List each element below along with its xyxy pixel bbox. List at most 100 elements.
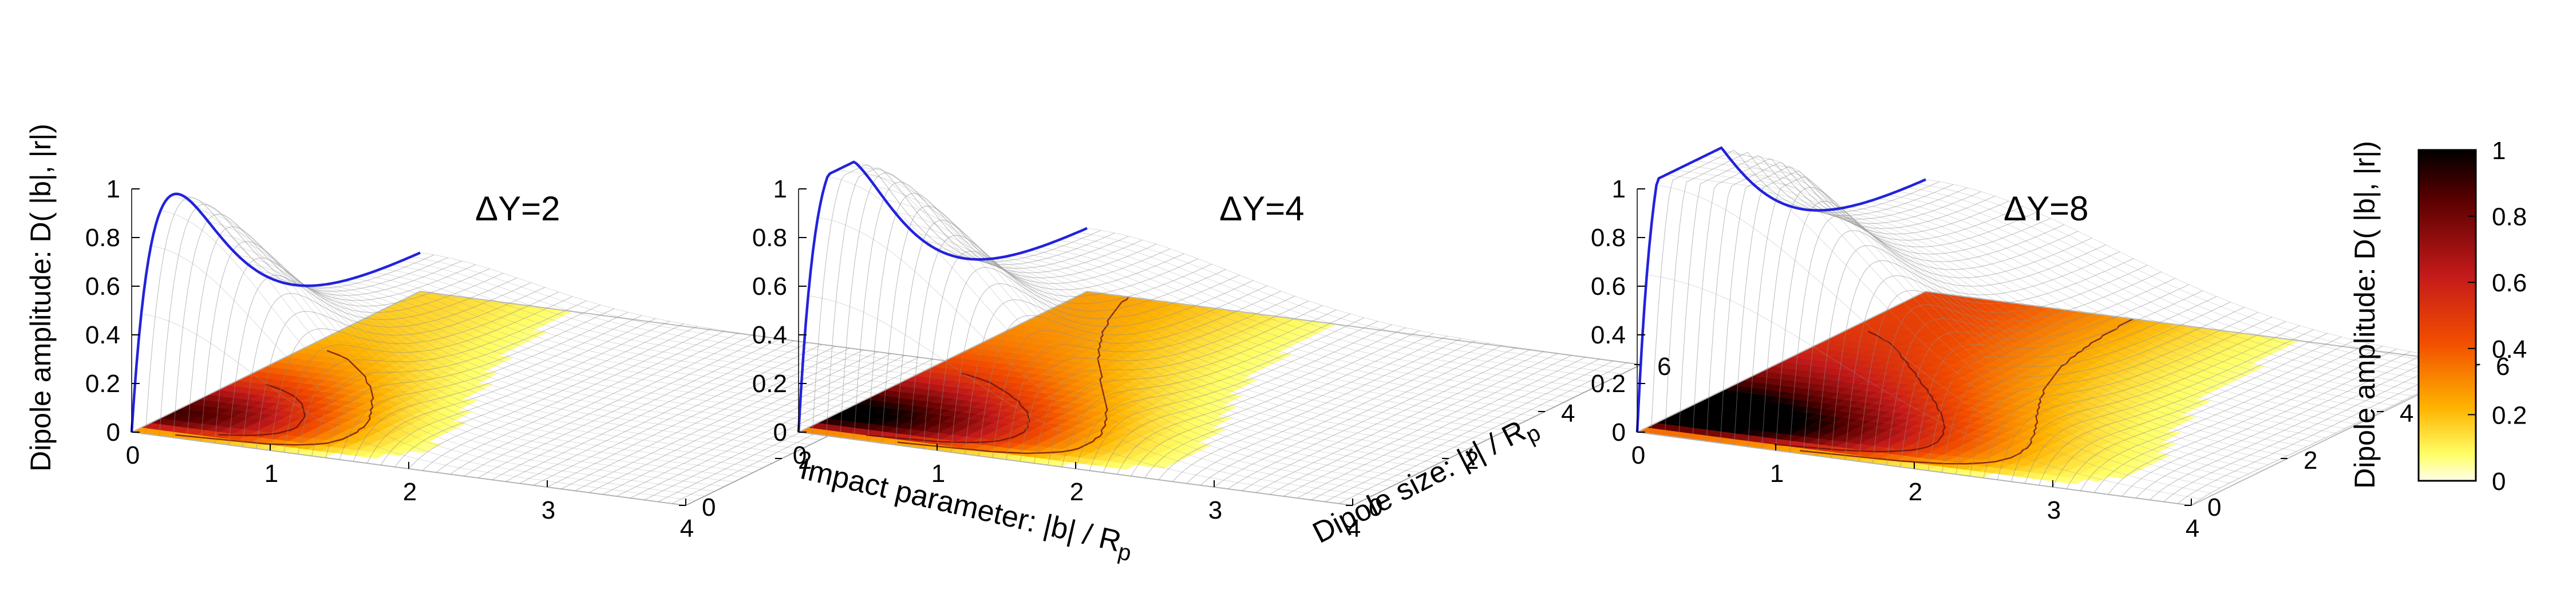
contour-line: [175, 350, 374, 446]
x-tick-label: 1: [264, 460, 278, 488]
surface-line: [173, 213, 462, 438]
x-axis-ticks: 0 1 2 3 4: [126, 425, 694, 543]
surface-line: [981, 259, 1536, 417]
surface-line: [343, 280, 898, 402]
surface-line: [1352, 364, 1642, 506]
panel-title: ΔY=2: [475, 189, 560, 228]
surface-line: [477, 337, 767, 479]
surface-line: [401, 260, 955, 374]
surface-line: [1020, 300, 1309, 462]
surface-line: [588, 351, 878, 493]
y-tick-label: 0: [2207, 493, 2221, 521]
surface-line: [1077, 232, 1632, 370]
surface-line: [266, 276, 821, 440]
surface-line: [1033, 305, 1323, 464]
z-tick-label: 0.8: [1591, 224, 1626, 252]
surface-line: [1144, 333, 1434, 479]
surface-line: [1200, 342, 1490, 486]
surface-line: [1214, 345, 1503, 488]
y-tick-label: 4: [1561, 400, 1575, 428]
z-axis-ticks: 0 0.2 0.4 0.6 0.8 1: [1591, 175, 1645, 446]
surface-line: [909, 235, 1198, 447]
dipole-profile-curve: [797, 160, 1088, 433]
z-tick-label: 0.4: [752, 321, 787, 349]
surface-line: [840, 172, 1129, 438]
surface-line: [381, 268, 936, 384]
z-tick-label: 0.2: [1591, 370, 1626, 398]
panel-title: ΔY=8: [2004, 189, 2089, 228]
x-tick-label: 2: [1909, 478, 1922, 506]
surface-line: [942, 252, 1498, 436]
x-tick-label: 4: [680, 515, 694, 543]
surface-line: [366, 318, 656, 464]
y-tick-label: 0: [1369, 493, 1382, 521]
surface-line: [381, 321, 670, 465]
surface-line: [285, 283, 840, 431]
surface-line: [964, 280, 1254, 454]
z-tick-label: 0.4: [1591, 321, 1626, 349]
z-tick-label: 1: [773, 175, 787, 203]
surface-line: [218, 234, 773, 464]
colorbar-label: Dipole amplitude: D( |b|, |r|): [2349, 141, 2381, 489]
surface-line: [817, 217, 1372, 496]
surface-line: [866, 173, 1420, 473]
surface-line: [1068, 236, 1622, 374]
surface-line: [1158, 335, 1448, 480]
surface-line: [436, 330, 725, 473]
z-tick-label: 0.2: [85, 370, 120, 398]
surface-line: [247, 263, 801, 449]
surface-line: [1086, 228, 1642, 365]
surface-line: [491, 338, 781, 480]
surface-line: [644, 358, 933, 500]
surface-line: [283, 296, 573, 453]
surface-line: [362, 275, 917, 393]
surface-line: [1020, 253, 1574, 398]
surface-line: [533, 344, 823, 486]
dipole-profile-curve: [130, 192, 421, 433]
panel-title: ΔY=4: [1219, 189, 1305, 228]
surface-line: [952, 255, 1507, 431]
surface-line: [1186, 340, 1475, 484]
surface-line: [867, 193, 1157, 442]
surface-line: [422, 328, 712, 471]
surface-line: [1338, 362, 1628, 504]
z-tick-label: 0.8: [85, 224, 120, 252]
surface-line: [275, 280, 831, 436]
surface-line: [1103, 324, 1392, 473]
colorbar-tick-label: 0.6: [2492, 269, 2527, 297]
surface-line: [1297, 357, 1586, 499]
surface-line: [894, 212, 1449, 459]
surface-line: [978, 285, 1267, 456]
surface-line: [827, 176, 1382, 492]
surface-line: [187, 226, 476, 440]
surface-line: [971, 259, 1526, 421]
surface-line: [1242, 349, 1531, 491]
contour-line: [218, 383, 306, 437]
surface-line: [242, 282, 531, 447]
heatmap-floor: [797, 291, 1642, 506]
y-tick-label: 2: [2304, 446, 2317, 475]
surface-line: [339, 311, 629, 460]
surface-line: [408, 326, 698, 469]
x-tick-label: 3: [542, 496, 555, 524]
surface-line: [1227, 347, 1517, 489]
surface-line: [179, 194, 734, 483]
surface-line: [602, 353, 892, 495]
colorbar-tick-label: 0.4: [2492, 335, 2527, 363]
z-axis-ticks: 0 0.2 0.4 0.6 0.8 1: [752, 175, 807, 446]
z-tick-label: 1: [1612, 175, 1626, 203]
surface-line: [141, 314, 696, 501]
z-tick-label: 0.2: [752, 370, 787, 398]
surface-line: [992, 291, 1282, 458]
surface-line: [391, 264, 946, 379]
surface-wireframe: [798, 162, 1642, 506]
surface-line: [228, 275, 517, 445]
x-tick-label: 0: [126, 441, 140, 469]
z-tick-label: 0.4: [85, 321, 120, 349]
surface-line: [519, 342, 808, 484]
surface-line: [808, 295, 1362, 501]
surface-line: [923, 251, 1212, 449]
